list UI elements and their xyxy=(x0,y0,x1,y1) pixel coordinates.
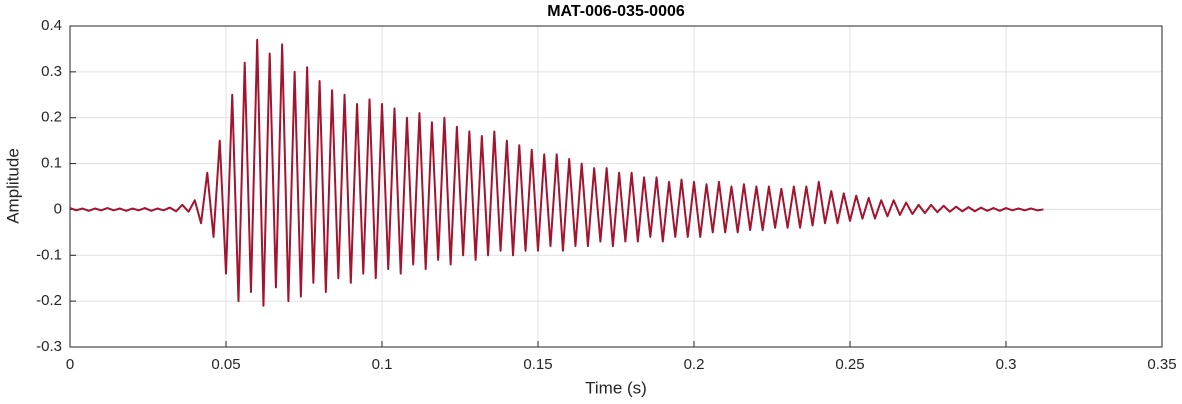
y-tick-label: 0.2 xyxy=(41,109,62,126)
y-tick-label: 0.1 xyxy=(41,155,62,172)
y-tick-label: -0.1 xyxy=(36,246,62,263)
y-tick-label: 0.3 xyxy=(41,63,62,80)
waveform xyxy=(69,38,1044,307)
x-tick-label: 0.35 xyxy=(1147,356,1176,373)
chart-title: MAT-006-035-0006 xyxy=(547,3,685,20)
x-tick-label: 0.15 xyxy=(523,356,552,373)
y-axis-label: Amplitude xyxy=(3,148,22,224)
y-tick-label: 0.4 xyxy=(41,17,62,34)
y-tick-label: 0 xyxy=(54,200,62,217)
x-tick-label: 0.05 xyxy=(211,356,240,373)
y-tick-label: -0.2 xyxy=(36,292,62,309)
axes-box xyxy=(69,25,1163,348)
x-tick-label: 0.2 xyxy=(684,356,705,373)
x-tick-label: 0.1 xyxy=(372,356,393,373)
x-tick-label: 0.25 xyxy=(835,356,864,373)
x-tick-label: 0.3 xyxy=(996,356,1017,373)
y-tick-label: -0.3 xyxy=(36,338,62,355)
x-axis-label: Time (s) xyxy=(585,378,647,397)
x-tick-label: 0 xyxy=(66,356,74,373)
